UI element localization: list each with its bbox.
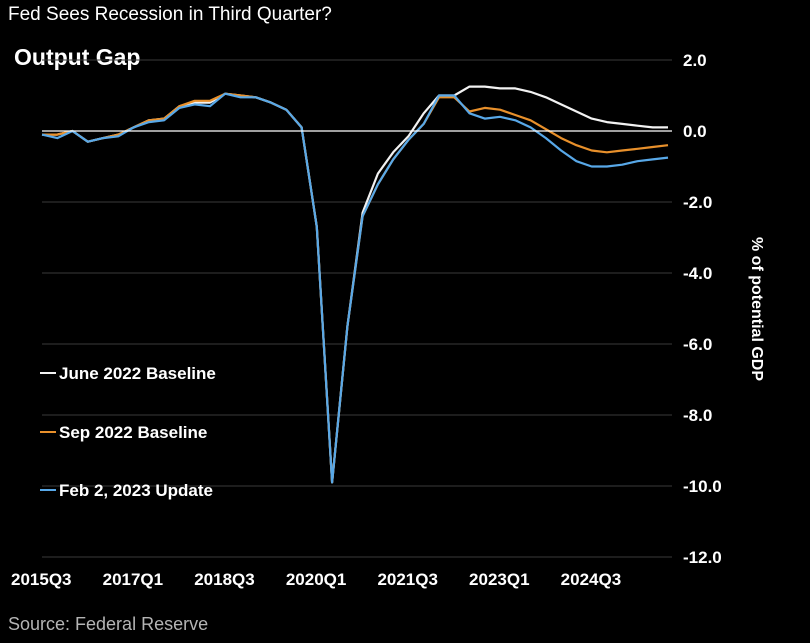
source-note: Source: Federal Reserve <box>8 614 209 634</box>
x-tick-label: 2018Q3 <box>194 570 255 589</box>
y-tick-label: -10.0 <box>683 477 722 496</box>
x-tick-label: 2023Q1 <box>469 570 530 589</box>
y-axis-tick-labels: 2.0 0.0 -2.0 -4.0 -6.0 -8.0 -10.0 -12.0 <box>683 51 722 567</box>
chart-title: Output Gap <box>14 44 141 70</box>
headline: Fed Sees Recession in Third Quarter? <box>8 4 332 25</box>
legend-label: Sep 2022 Baseline <box>59 423 207 442</box>
legend-label: Feb 2, 2023 Update <box>59 481 213 500</box>
y-tick-label: -2.0 <box>683 193 712 212</box>
series-lines <box>41 85 669 484</box>
legend-label: June 2022 Baseline <box>59 364 216 383</box>
y-axis-title: % of potential GDP <box>748 237 765 381</box>
x-tick-label: 2020Q1 <box>286 570 347 589</box>
y-tick-label: -4.0 <box>683 264 712 283</box>
series-line-3 <box>41 92 669 484</box>
x-axis-tick-labels: 2015Q3 2017Q1 2018Q3 2020Q1 2021Q3 2023Q1 2024… <box>11 570 621 589</box>
y-tick-label: -6.0 <box>683 335 712 354</box>
x-tick-label: 2015Q3 <box>11 570 72 589</box>
y-tick-label: -12.0 <box>683 548 722 567</box>
y-tick-label: -8.0 <box>683 406 712 425</box>
x-tick-label: 2024Q3 <box>561 570 622 589</box>
legend: June 2022 Baseline Sep 2022 Baseline Feb 2… <box>40 364 216 500</box>
grid-lines <box>42 59 672 558</box>
y-tick-label: 2.0 <box>683 51 707 70</box>
x-tick-label: 2021Q3 <box>377 570 438 589</box>
x-tick-label: 2017Q1 <box>103 570 164 589</box>
y-tick-label: 0.0 <box>683 122 707 141</box>
